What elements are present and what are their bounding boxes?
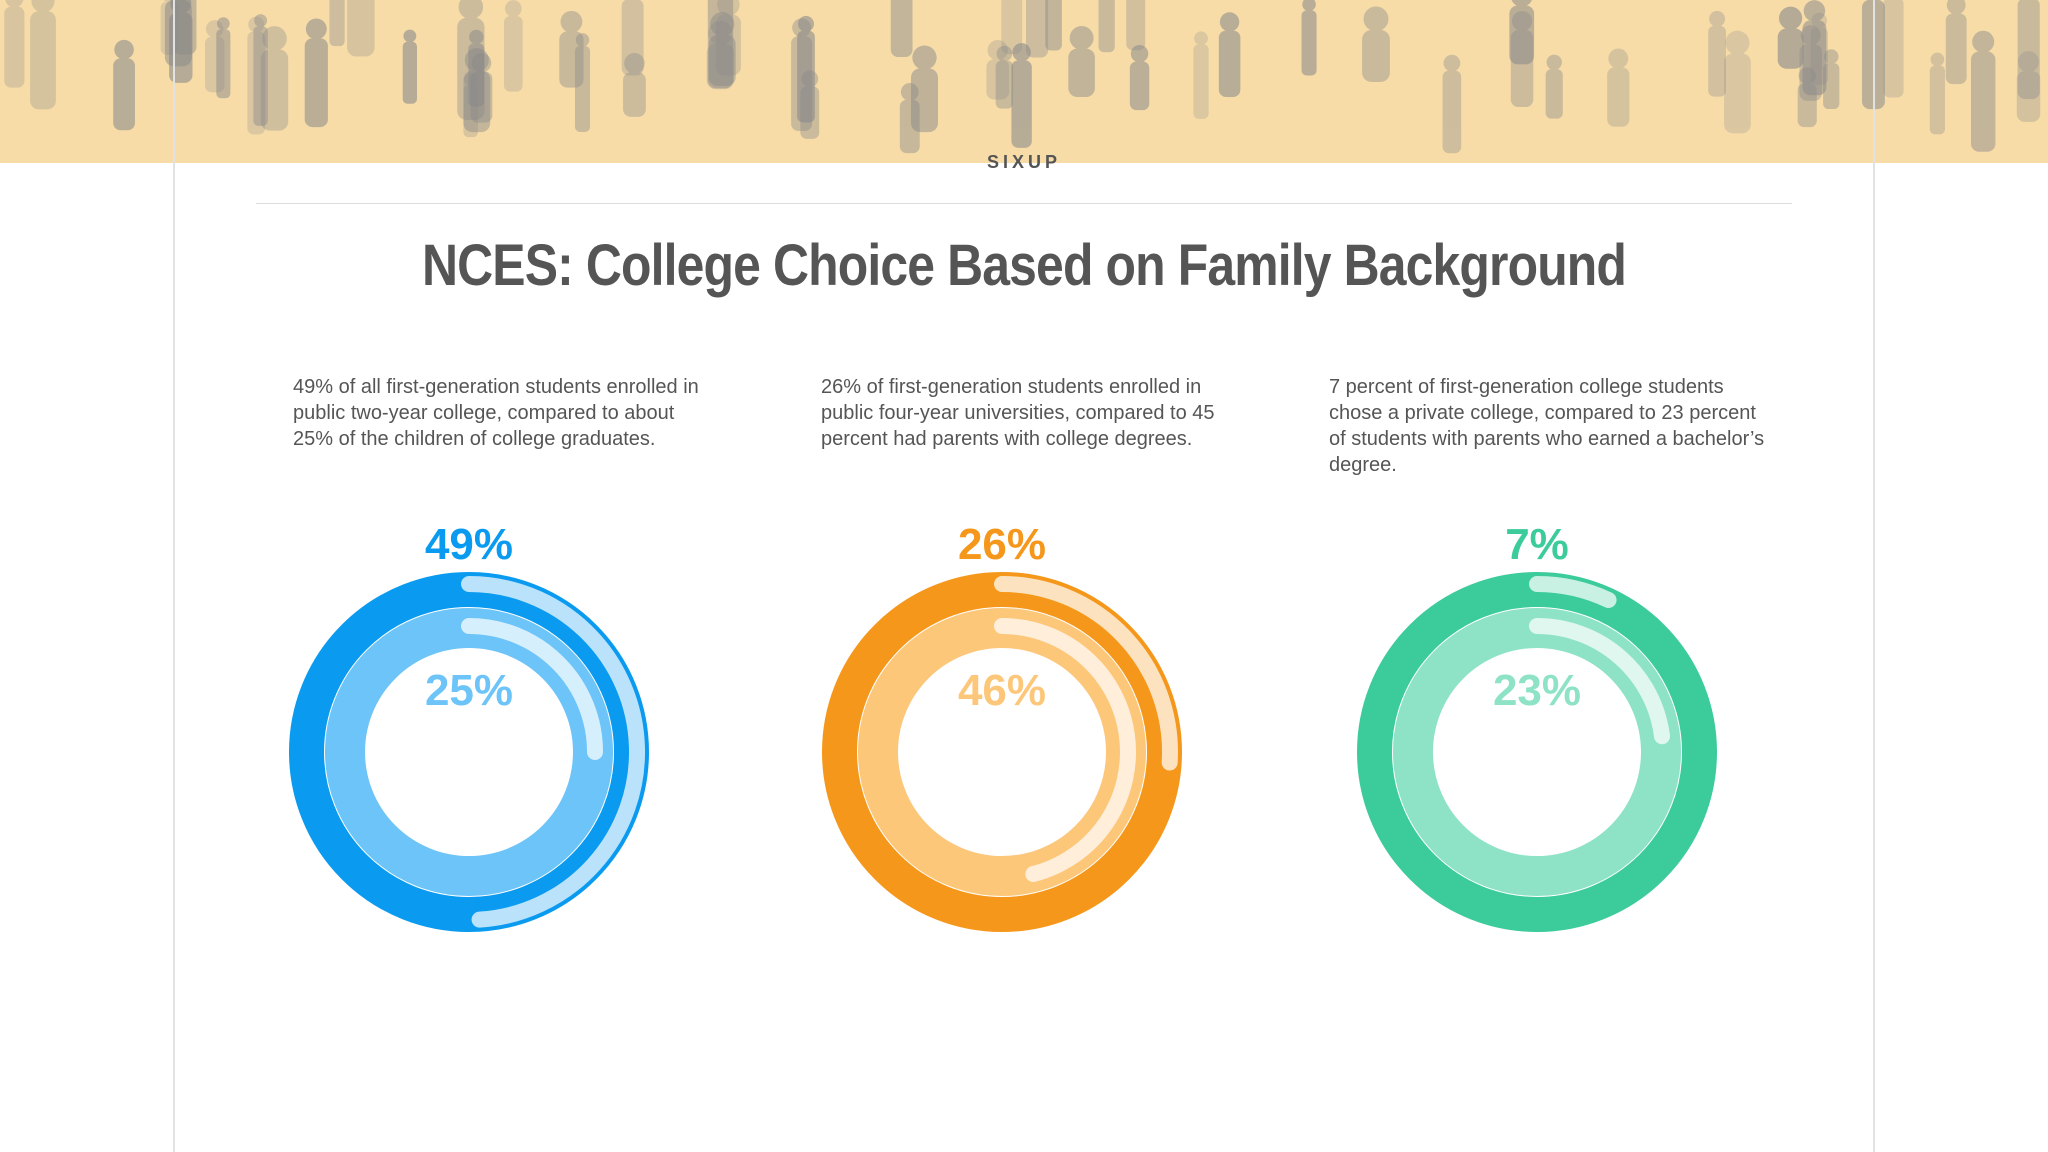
banner-person-silhouette xyxy=(2016,51,2041,122)
banner-person-silhouette xyxy=(253,14,268,126)
banner-person-silhouette xyxy=(1126,0,1146,51)
banner-person-silhouette xyxy=(1708,10,1726,97)
banner-person-silhouette xyxy=(260,26,289,131)
banner-person-silhouette xyxy=(1001,0,1023,55)
banner-person-silhouette xyxy=(623,53,646,117)
banner-person-silhouette xyxy=(1545,54,1563,119)
inner-value-arc xyxy=(461,618,603,760)
banner-person-silhouette xyxy=(457,0,485,120)
banner-person-silhouette xyxy=(4,0,25,88)
donut-chart-1: 49% 25% xyxy=(289,520,649,932)
banner-person-silhouette xyxy=(329,0,345,47)
banner-person-silhouette xyxy=(468,29,485,107)
banner-person-silhouette xyxy=(1777,6,1804,69)
banner-person-silhouette xyxy=(1510,10,1534,108)
banner-person-silhouette xyxy=(1362,6,1390,83)
banner-person-silhouette xyxy=(1129,44,1150,111)
banner-person-silhouette xyxy=(463,47,491,133)
banner-person-silhouette xyxy=(30,0,56,110)
banner-person-silhouette xyxy=(1068,25,1095,98)
banner-person-silhouette xyxy=(204,20,225,93)
banner-person-silhouette xyxy=(1045,0,1062,51)
brand-logo: SIXUP xyxy=(986,152,1062,172)
banner-person-silhouette xyxy=(1823,49,1840,110)
outer-value-label: 26% xyxy=(958,520,1046,569)
banner-person-silhouette xyxy=(1797,67,1817,128)
banner-person-silhouette xyxy=(1883,0,1904,98)
banner-person-silhouette xyxy=(995,45,1014,109)
banner-person-silhouette xyxy=(1929,52,1945,135)
banner-person-silhouette xyxy=(574,33,591,132)
description-1: 49% of all first-generation students enr… xyxy=(293,376,699,450)
banner-person-silhouette xyxy=(216,17,231,99)
banner-person-silhouette xyxy=(986,39,1010,100)
inner-value-arc xyxy=(994,618,1136,883)
outer-value-arc xyxy=(994,576,1178,771)
header-divider xyxy=(256,203,1792,204)
donut-chart-2: 26% 46% xyxy=(822,520,1182,932)
banner-person-silhouette xyxy=(1301,0,1317,76)
inner-value-label: 23% xyxy=(1493,666,1581,715)
inner-value-label: 25% xyxy=(425,666,513,715)
banner-person-silhouette xyxy=(791,18,813,131)
banner-person-silhouette xyxy=(1810,12,1828,85)
left-frame-line xyxy=(173,0,175,1152)
inner-value-label: 46% xyxy=(958,666,1046,715)
banner-person-silhouette xyxy=(113,39,135,131)
banner-person-silhouette xyxy=(1724,30,1751,134)
banner-person-silhouette xyxy=(1218,12,1241,97)
banner-person-silhouette xyxy=(463,73,478,138)
banner-person-silhouette xyxy=(559,10,584,88)
banner-person-silhouette xyxy=(1607,48,1630,127)
banner-person-silhouette xyxy=(347,0,375,57)
inner-value-arc xyxy=(1529,618,1671,745)
banner-person-silhouette xyxy=(706,20,734,90)
banner-person-silhouette xyxy=(910,45,938,133)
banner-person-silhouette xyxy=(1193,31,1209,119)
banner-person-silhouette xyxy=(707,0,734,89)
banner-person-silhouette xyxy=(503,0,523,92)
banner-person-silhouette xyxy=(797,15,815,123)
banner-person-silhouette xyxy=(402,29,417,104)
banner-person-silhouette xyxy=(1509,0,1535,65)
donut-chart-3: 7% 23% xyxy=(1357,520,1717,932)
outer-value-arc xyxy=(1529,576,1617,608)
banner-person-silhouette xyxy=(1970,30,1996,152)
banner-person-silhouette xyxy=(247,16,266,135)
banner-person-silhouette xyxy=(890,0,913,58)
right-frame-line xyxy=(1873,0,1875,1152)
description-3: 7 percent of first-generation college st… xyxy=(1329,376,1765,476)
banner-person-silhouette xyxy=(800,70,820,139)
description-2: 26% of first-generation students enrolle… xyxy=(821,376,1215,450)
outer-value-label: 49% xyxy=(425,520,513,569)
banner-person-silhouette xyxy=(1011,43,1032,148)
banner-person-silhouette xyxy=(1802,0,1827,96)
banner-person-silhouette xyxy=(715,0,741,76)
banner-person-silhouette xyxy=(304,18,328,128)
banner-person-silhouette xyxy=(2017,0,2040,100)
banner-person-silhouette xyxy=(708,12,736,87)
outer-value-label: 7% xyxy=(1505,520,1569,569)
banner-person-silhouette xyxy=(1025,0,1049,58)
outer-value-arc xyxy=(461,576,645,928)
banner-person-silhouette xyxy=(621,0,644,76)
banner-person-silhouette xyxy=(1442,54,1462,154)
header-banner-image xyxy=(0,0,2048,163)
page-title: NCES: College Choice Based on Family Bac… xyxy=(421,233,1627,298)
banner-person-silhouette xyxy=(1098,0,1115,53)
banner-person-silhouette xyxy=(1945,0,1967,85)
